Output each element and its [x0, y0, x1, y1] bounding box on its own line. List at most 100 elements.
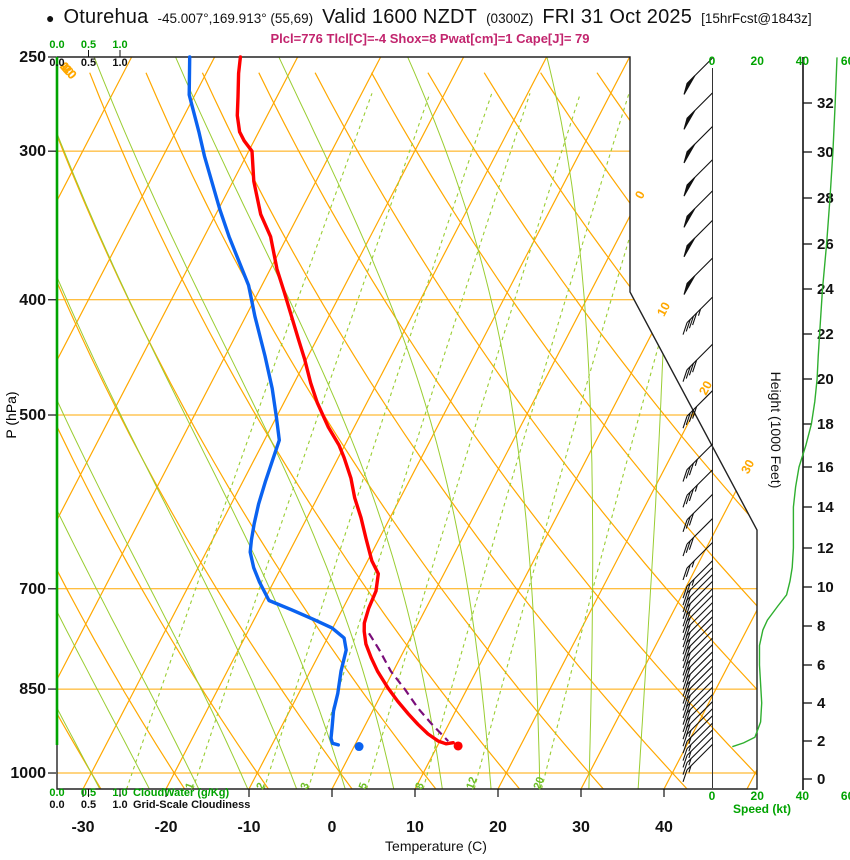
wind-barb-staff — [686, 609, 713, 636]
temperature-tick-label-40: 40 — [655, 819, 673, 836]
wind-barb-staff — [686, 343, 713, 371]
isotherms — [57, 57, 757, 789]
cloudiness-scale-bottom: 0.0 0.5 1.0 Grid-Scale Cloudiness — [49, 799, 250, 811]
wind-barb — [682, 469, 713, 508]
mixing-ratio-lines — [123, 93, 731, 789]
height-axis-title: Height (1000 Feet) — [768, 372, 784, 489]
moist-adiabat-12 — [172, 57, 445, 789]
height-tick-label-6: 6 — [817, 657, 825, 674]
wind-barb-staff — [686, 567, 713, 594]
wind-barb-staff — [686, 542, 713, 569]
wind-barb — [682, 542, 713, 581]
surface-dewpoint-dot — [354, 742, 364, 752]
wind-barb-staff — [686, 694, 713, 721]
pressure-tick-label-400: 400 — [19, 292, 46, 309]
height-tick-label-18: 18 — [817, 416, 834, 433]
cloudwater-top-1.0: 1.0 — [112, 39, 127, 51]
wind-barb-staff — [686, 644, 713, 671]
wind-barb-full-tick — [688, 488, 694, 502]
wind-barb-staff — [686, 701, 713, 728]
cloudiness-bottom-0.0: 0.0 — [49, 799, 64, 811]
height-tick-label-28: 28 — [817, 190, 834, 207]
wind-barb-staff — [686, 630, 713, 657]
speed-bottom-20: 20 — [751, 789, 765, 803]
stability-indices: Plcl=776 Tlcl[C]=-4 Shox=8 Pwat[cm]=1 Ca… — [270, 31, 590, 46]
height-tick-label-26: 26 — [817, 236, 834, 253]
wind-barb-staff — [686, 722, 713, 750]
moist-adiabat-30 — [544, 57, 594, 789]
wind-barb — [682, 616, 713, 655]
wind-barb — [682, 343, 713, 382]
wind-barb-pennant-icon — [683, 208, 696, 228]
wind-barb-pennant-icon — [683, 275, 696, 295]
temperature-tick-label-30: 30 — [572, 819, 590, 836]
speed-bottom-0: 0 — [709, 789, 716, 803]
dry-adiabat-110 — [596, 72, 757, 789]
isotherm--10 — [248, 57, 631, 789]
isotherm-20 — [497, 57, 757, 789]
wind-barb — [682, 672, 713, 711]
parcel-path — [368, 632, 449, 742]
height-tick-label-20: 20 — [817, 371, 834, 388]
wind-barb — [682, 296, 713, 335]
wind-barb-full-tick — [682, 684, 688, 697]
wind-barb-half-tick — [691, 560, 695, 568]
wind-barb-full-tick — [685, 366, 691, 379]
moist-adiabat-0 — [57, 57, 351, 789]
height-tick-label-0: 0 — [817, 771, 825, 788]
wind-barb-pennant-icon — [683, 110, 696, 130]
cloudwater-scale-bottom: 0.0 0.5 1.0 CloudWater (g/Kg) — [49, 787, 229, 799]
wind-barb — [683, 159, 713, 197]
height-tick-label-4: 4 — [817, 695, 826, 712]
pressure-tick-label-250: 250 — [19, 49, 46, 66]
cloudiness-scale-top: 0.0 0.5 1.0 — [49, 57, 127, 69]
isotherm-0 — [331, 57, 714, 789]
wind-barb-full-tick — [682, 663, 688, 676]
wind-barb-full-tick — [682, 755, 688, 768]
wind-barb-half-tick — [697, 309, 702, 316]
moist-adiabat--24 — [57, 57, 158, 789]
moist-adiabat-6 — [90, 57, 398, 789]
height-tick-label-14: 14 — [817, 499, 834, 516]
isotherm-40 — [663, 57, 757, 789]
speed-axis-title: Speed (kt) — [733, 802, 791, 816]
wind-barb — [683, 57, 713, 95]
moist-adiabats — [57, 57, 668, 789]
station-coords: -45.007°,169.913° (55,69) — [157, 11, 314, 26]
wind-barb-full-tick — [682, 726, 688, 740]
wind-barb-staff — [686, 729, 713, 756]
moist-adiabat--6 — [57, 57, 303, 789]
height-tick-label-16: 16 — [817, 459, 834, 476]
wind-barb-full-tick — [682, 627, 688, 641]
wind-barb — [683, 219, 713, 258]
wind-barb-full-tick — [682, 369, 688, 382]
mixing-ratio-label-1: 1 — [183, 781, 196, 791]
cloudwater-axis-title: CloudWater (g/Kg) — [133, 787, 229, 799]
dewpoint-curve — [187, 55, 348, 747]
mixing-ratio-line-12 — [471, 93, 674, 789]
wind-barb-full-tick — [682, 712, 688, 725]
mixing-ratio-line-20 — [539, 93, 731, 789]
wind-barb-full-tick — [685, 466, 691, 479]
mixing-ratio-line-3 — [305, 93, 531, 789]
wind-barb-full-tick — [682, 635, 688, 648]
wind-barbs — [682, 57, 713, 782]
isotherm--20 — [165, 57, 548, 789]
station-bullet-icon: ● — [46, 10, 55, 26]
speed-scales: 00202040406060Speed (kt) — [709, 54, 850, 816]
wind-barb-full-tick — [682, 495, 688, 508]
wind-barb-staff — [686, 588, 713, 615]
wind-barb-staff — [686, 390, 713, 417]
wind-barb — [683, 257, 713, 295]
moist-adiabat-18 — [275, 57, 493, 789]
dry-adiabat-20 — [89, 72, 526, 789]
wind-barb-staff — [686, 672, 713, 699]
mixing-ratio-label-20: 20 — [532, 775, 547, 791]
pressure-lines — [57, 57, 757, 774]
cloudiness-top-0.0: 0.0 — [49, 57, 64, 69]
wind-barb-full-tick — [682, 655, 688, 669]
plot-frame — [56, 56, 758, 790]
wind-barb-full-tick — [685, 540, 691, 554]
isotherm-30 — [580, 57, 757, 789]
